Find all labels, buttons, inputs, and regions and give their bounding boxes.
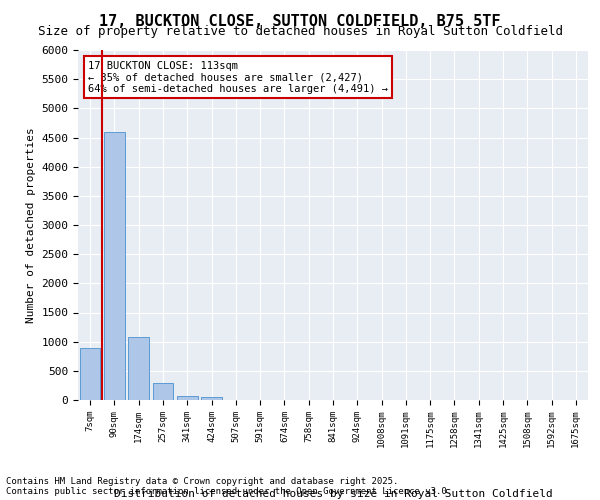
Bar xyxy=(80,348,100,400)
Bar xyxy=(177,396,197,400)
Text: Contains public sector information licensed under the Open Government Licence v3: Contains public sector information licen… xyxy=(6,488,452,496)
Y-axis label: Number of detached properties: Number of detached properties xyxy=(26,127,36,323)
X-axis label: Distribution of detached houses by size in Royal Sutton Coldfield: Distribution of detached houses by size … xyxy=(113,489,553,499)
Text: 17 BUCKTON CLOSE: 113sqm
← 35% of detached houses are smaller (2,427)
64% of sem: 17 BUCKTON CLOSE: 113sqm ← 35% of detach… xyxy=(88,60,388,94)
Text: 17, BUCKTON CLOSE, SUTTON COLDFIELD, B75 5TF: 17, BUCKTON CLOSE, SUTTON COLDFIELD, B75… xyxy=(99,14,501,29)
Text: Size of property relative to detached houses in Royal Sutton Coldfield: Size of property relative to detached ho… xyxy=(37,25,563,38)
Bar xyxy=(201,396,222,400)
Bar xyxy=(152,383,173,400)
Text: Contains HM Land Registry data © Crown copyright and database right 2025.: Contains HM Land Registry data © Crown c… xyxy=(6,478,398,486)
Bar xyxy=(128,337,149,400)
Bar xyxy=(104,132,125,400)
